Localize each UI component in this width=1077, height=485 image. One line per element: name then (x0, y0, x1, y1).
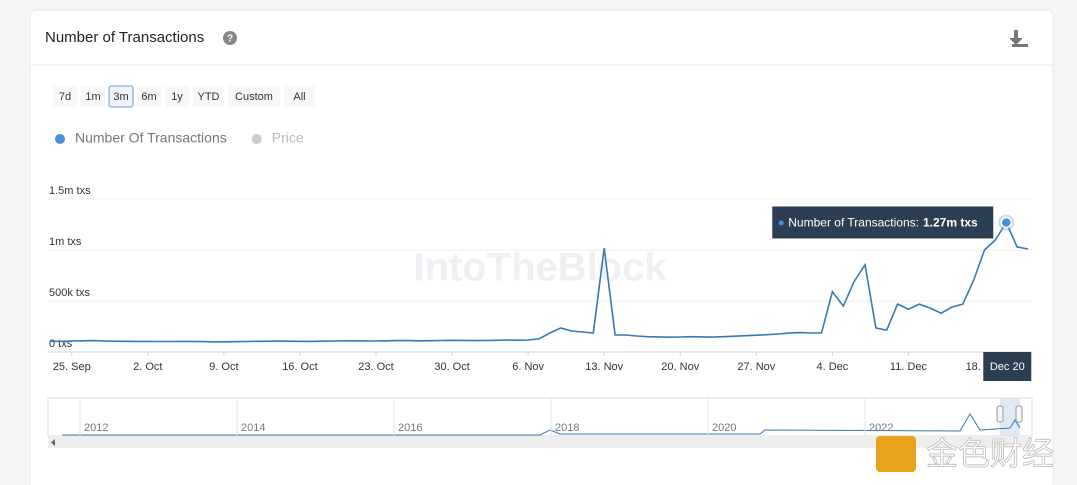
range-button-label[interactable]: 7d (59, 91, 71, 103)
x-tick-label: 30. Oct (434, 361, 469, 373)
range-button-label[interactable]: Custom (235, 91, 273, 103)
x-crosshair-box (983, 352, 1032, 381)
svg-text:?: ? (227, 34, 233, 45)
x-tick-label: 11. Dec (890, 361, 928, 373)
range-button-label[interactable]: 1m (85, 91, 100, 103)
x-tick-label: 4. Dec (817, 361, 849, 373)
x-tick-label: 27. Nov (737, 361, 775, 373)
range-button-label[interactable]: 1y (171, 91, 183, 103)
watermark: IntoTheBlock (413, 246, 667, 290)
card-title: Number of Transactions (45, 29, 204, 46)
range-button-label[interactable]: 6m (141, 91, 156, 103)
legend: Number Of Transactions Price (55, 130, 304, 146)
y-tick-label: 500k txs (49, 287, 90, 299)
navigator-label: 2018 (555, 422, 579, 434)
x-tick-label: 20. Nov (661, 361, 699, 373)
navigator (47, 397, 1033, 448)
series-line (50, 220, 1029, 343)
tooltip-marker (778, 220, 784, 226)
legend-label[interactable]: Price (272, 130, 304, 146)
range-button[interactable] (284, 86, 315, 107)
range-button-label[interactable]: 3m (113, 91, 128, 103)
x-tick-label: 23. Oct (358, 361, 393, 373)
range-button[interactable] (228, 86, 280, 107)
legend-marker[interactable] (55, 134, 65, 144)
range-button[interactable] (193, 86, 224, 107)
range-button[interactable] (53, 86, 77, 107)
range-button-label[interactable]: All (293, 91, 305, 103)
card (29, 9, 1054, 485)
y-tick-label: 0 txs (49, 338, 73, 350)
corner-badge: 金色财经 (876, 435, 1054, 472)
x-tick-label: 2. Oct (133, 361, 162, 373)
tooltip-label: Number of Transactions: (788, 216, 919, 230)
navigator-label: 2022 (869, 422, 893, 434)
x-tick-label: 16. Oct (282, 361, 317, 373)
navigator-labels: 2012 2014 2016 2018 2020 2022 (79, 398, 893, 436)
navigator-label: 2014 (241, 422, 265, 434)
x-crosshair-label: Dec 20 (990, 361, 1025, 373)
range-button[interactable] (137, 86, 161, 107)
plot: 0 txs 500k txs 1m txs 1.5m txs 25. Sep 2. Oct… (48, 185, 1032, 381)
tooltip-box (772, 206, 994, 239)
range-button[interactable] (165, 86, 189, 107)
range-button[interactable] (81, 86, 105, 107)
tooltip: Number of Transactions: 1.27m txs (772, 206, 994, 239)
y-tick-label: 1m txs (49, 236, 82, 248)
x-tick-label: 25. Sep (53, 361, 91, 373)
y-tick-label: 1.5m txs (49, 185, 91, 197)
watermark-2: 金色财经 (926, 435, 1054, 471)
legend-label[interactable]: Number Of Transactions (75, 130, 227, 146)
hover-point (1000, 216, 1013, 229)
range-buttons: 7d 1m 3m 6m 1y YTD Custom All (53, 85, 315, 108)
range-button-label[interactable]: YTD (198, 91, 220, 103)
download-icon[interactable] (1009, 30, 1028, 47)
navigator-label: 2016 (398, 422, 422, 434)
navigator-label: 2020 (712, 422, 736, 434)
x-tick-label: 9. Oct (209, 361, 238, 373)
range-button[interactable] (108, 85, 134, 108)
tooltip-value: 1.27m txs (923, 216, 978, 230)
x-tick-label: 6. Nov (512, 361, 544, 373)
navigator-label: 2012 (84, 422, 108, 434)
x-tick-label: 13. Nov (585, 361, 623, 373)
help-icon[interactable]: ? (223, 31, 237, 45)
legend-marker[interactable] (251, 134, 262, 144)
